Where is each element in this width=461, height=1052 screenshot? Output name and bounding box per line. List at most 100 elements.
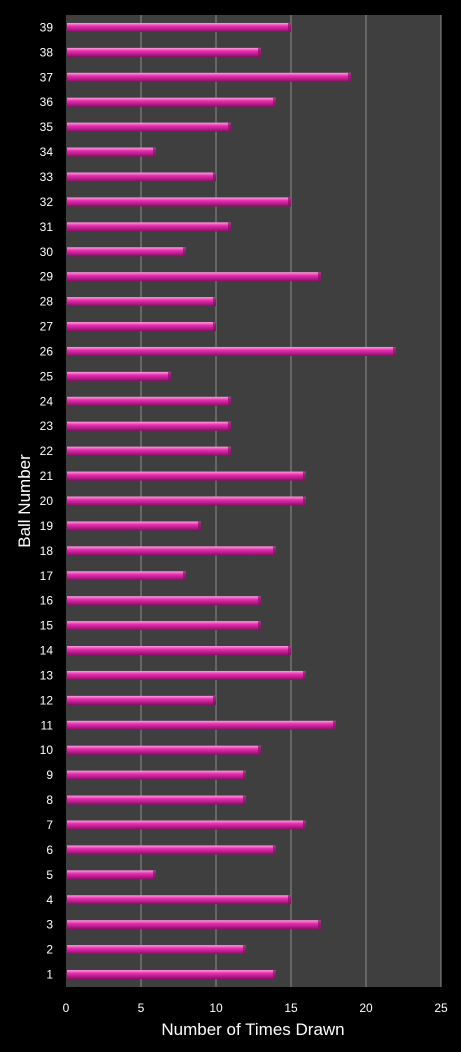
x-tick-label: 15 [284,1001,298,1015]
y-tick-label: 28 [40,295,54,309]
bar-ball-35 [67,122,231,132]
bar-ball-30 [67,247,186,257]
bar-end-cap [303,820,306,830]
y-tick-label: 9 [46,768,53,782]
bar-end-cap [228,222,231,232]
y-tick-label: 13 [40,668,54,682]
x-tick-label: 0 [63,1001,70,1015]
y-tick-label: 38 [40,45,54,59]
bar-end-cap [258,47,261,57]
bar-ball-27 [67,322,216,332]
y-tick-label: 27 [40,320,54,334]
x-tick-label: 25 [434,1001,448,1015]
bar-ball-37 [67,72,351,82]
bar-end-cap [303,670,306,680]
bar-ball-31 [67,222,231,232]
y-tick-label: 21 [40,469,54,483]
y-tick-label: 33 [40,170,54,184]
bar-end-cap [213,172,216,182]
bar-ball-36 [67,97,276,107]
y-tick-label: 6 [46,843,53,857]
bar-ball-5 [67,870,156,880]
bar-end-cap [333,720,336,730]
bar-end-cap [258,596,261,606]
bar-ball-16 [67,596,261,606]
bar-end-cap [393,346,396,356]
bar-ball-23 [67,421,231,431]
y-tick-label: 16 [40,594,54,608]
y-tick-label: 20 [40,494,54,508]
bar-end-cap [243,795,246,805]
y-tick-label: 1 [46,968,53,982]
bar-end-cap [288,197,291,207]
bar-ball-38 [67,47,261,57]
bar-end-cap [228,446,231,456]
y-tick-label: 32 [40,195,54,209]
bar-end-cap [348,72,351,82]
bar-end-cap [168,371,171,381]
bar-ball-34 [67,147,156,157]
y-tick-label: 8 [46,793,53,807]
bar-ball-33 [67,172,216,182]
y-tick-label: 22 [40,444,54,458]
bar-end-cap [258,621,261,631]
y-tick-label: 12 [40,693,54,707]
bar-ball-3 [67,920,321,930]
y-tick-label: 39 [40,20,54,34]
bar-end-cap [318,272,321,282]
y-tick-label: 11 [41,718,54,732]
bar-end-cap [213,322,216,332]
x-tick-label: 5 [138,1001,145,1015]
y-tick-label: 29 [40,270,54,284]
bar-ball-7 [67,820,306,830]
y-tick-label: 4 [46,893,53,907]
bar-ball-21 [67,471,306,481]
bar-end-cap [273,845,276,855]
bar-ball-25 [67,371,171,381]
bar-end-cap [198,521,201,531]
y-tick-label: 36 [40,95,54,109]
bar-ball-8 [67,795,246,805]
bars [67,22,396,980]
bar-ball-32 [67,197,291,207]
y-tick-label: 37 [40,70,54,84]
bar-ball-2 [67,945,246,955]
bar-ball-24 [67,396,231,406]
bar-ball-26 [67,346,396,356]
y-tick-label: 5 [46,868,53,882]
y-tick-label: 18 [40,544,54,558]
y-tick-label: 35 [40,120,54,134]
bar-ball-11 [67,720,336,730]
bar-end-cap [153,870,156,880]
y-tick-label: 31 [40,220,54,234]
bar-end-cap [273,546,276,556]
bar-end-cap [288,895,291,905]
y-tick-label: 24 [40,394,54,408]
y-tick-label: 34 [40,145,54,159]
bar-end-cap [288,22,291,32]
bar-end-cap [318,920,321,930]
bar-ball-39 [67,22,291,32]
bar-end-cap [303,471,306,481]
bar-end-cap [288,646,291,656]
bar-ball-15 [67,621,261,631]
bar-ball-1 [67,970,276,980]
y-tick-label: 17 [40,569,54,583]
y-tick-label: 14 [40,644,54,658]
x-tick-label: 20 [359,1001,373,1015]
bar-ball-9 [67,770,246,780]
y-tick-label: 7 [46,818,53,832]
bar-ball-10 [67,745,261,755]
bar-end-cap [303,496,306,506]
y-tick-labels: 1234567891011121314151617181920212223242… [40,20,54,981]
y-tick-label: 30 [40,245,54,259]
bar-ball-13 [67,670,306,680]
bar-end-cap [273,97,276,107]
bar-ball-22 [67,446,231,456]
y-tick-label: 26 [40,344,54,358]
bar-end-cap [213,695,216,705]
bar-ball-19 [67,521,201,531]
bar-end-cap [228,421,231,431]
y-tick-label: 15 [40,619,54,633]
